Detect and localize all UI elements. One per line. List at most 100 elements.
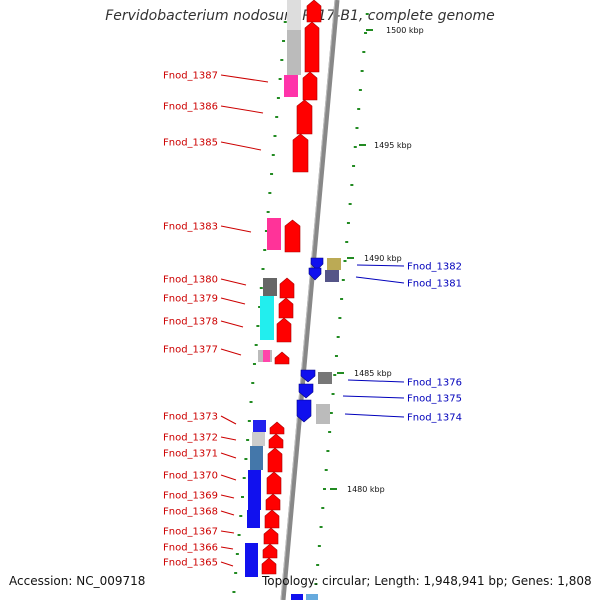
label-leader — [347, 379, 405, 383]
genome-backbone-highlight — [280, 0, 336, 600]
feature-box — [287, 30, 301, 75]
feature-box — [306, 594, 318, 600]
gene-arrow-forward — [269, 421, 285, 435]
label-leader — [220, 105, 264, 114]
label-leader — [220, 436, 237, 441]
gene-arrow-forward — [266, 471, 282, 495]
gene-label-fnod-1386[interactable]: Fnod_1386 — [163, 102, 218, 113]
gene-label-fnod-1366[interactable]: Fnod_1366 — [163, 543, 218, 554]
gene-arrows — [261, 0, 324, 575]
label-leader — [220, 278, 247, 286]
gene-label-fnod-1385[interactable]: Fnod_1385 — [163, 138, 218, 149]
gene-arrow-forward — [276, 317, 292, 343]
label-leader — [220, 320, 244, 328]
kbp-label: 1500 kbp — [386, 26, 424, 35]
label-leader — [355, 276, 405, 284]
feature-box — [260, 296, 274, 340]
gene-labels: Fnod_1387 Fnod_1386 Fnod_1385 Fnod_1383 Fnod… — [163, 71, 462, 569]
gene-arrow-forward — [279, 277, 295, 299]
gene-arrow-forward — [267, 447, 283, 473]
label-leader — [220, 510, 235, 516]
label-leader — [356, 264, 405, 267]
gene-arrow-reverse — [296, 399, 312, 423]
feature-box — [327, 258, 341, 270]
label-leader — [342, 395, 405, 399]
label-leader — [220, 74, 269, 83]
label-leaders — [220, 74, 405, 567]
gene-arrow-forward — [284, 219, 301, 253]
feature-box — [316, 404, 330, 424]
feature-box — [252, 432, 265, 446]
gene-label-fnod-1375[interactable]: Fnod_1375 — [407, 394, 462, 405]
gene-label-fnod-1365[interactable]: Fnod_1365 — [163, 558, 218, 569]
gene-arrow-forward — [296, 99, 313, 135]
gene-label-fnod-1383[interactable]: Fnod_1383 — [163, 222, 218, 233]
gene-label-fnod-1379[interactable]: Fnod_1379 — [163, 294, 218, 305]
feature-box — [263, 350, 270, 362]
gene-arrow-forward — [302, 71, 318, 101]
label-leader — [220, 348, 242, 356]
gene-arrow-forward — [304, 21, 320, 73]
label-leader — [220, 452, 237, 459]
label-leader — [220, 561, 234, 567]
feature-box — [318, 372, 332, 384]
gene-label-fnod-1376[interactable]: Fnod_1376 — [407, 378, 462, 389]
gene-arrow-forward — [268, 433, 284, 449]
gene-arrow-reverse — [300, 369, 316, 383]
feature-box — [287, 0, 301, 30]
gene-arrow-forward — [264, 509, 280, 529]
label-leader — [220, 546, 234, 550]
gene-label-fnod-1368[interactable]: Fnod_1368 — [163, 507, 218, 518]
kbp-label: 1490 kbp — [364, 254, 402, 263]
gene-arrow-forward — [274, 351, 290, 365]
label-leader — [220, 297, 246, 305]
feature-box — [284, 75, 298, 97]
gene-label-fnod-1378[interactable]: Fnod_1378 — [163, 317, 218, 328]
label-leader — [344, 413, 405, 418]
feature-box — [248, 470, 261, 492]
feature-box — [253, 420, 266, 432]
gene-label-fnod-1369[interactable]: Fnod_1369 — [163, 491, 218, 502]
kbp-scale: 1500 kbp 1495 kbp 1490 kbp 1485 kbp 1480 kbp — [330, 26, 424, 494]
gene-label-fnod-1382[interactable]: Fnod_1382 — [407, 262, 462, 273]
feature-box — [291, 594, 303, 600]
gc-skew-track — [232, 13, 369, 593]
gene-label-fnod-1367[interactable]: Fnod_1367 — [163, 527, 218, 538]
gene-arrow-reverse — [298, 383, 314, 399]
gene-label-fnod-1371[interactable]: Fnod_1371 — [163, 449, 218, 460]
feature-box — [263, 278, 277, 296]
label-leader — [220, 225, 252, 233]
gene-arrow-forward — [306, 0, 322, 23]
gene-arrow-forward — [263, 527, 279, 545]
feature-track — [245, 0, 341, 600]
kbp-label: 1485 kbp — [354, 369, 392, 378]
gene-label-fnod-1373[interactable]: Fnod_1373 — [163, 412, 218, 423]
gene-label-fnod-1380[interactable]: Fnod_1380 — [163, 275, 218, 286]
feature-box — [248, 492, 261, 510]
kbp-label: 1495 kbp — [374, 141, 412, 150]
gene-arrow-forward — [262, 543, 278, 559]
gene-label-fnod-1381[interactable]: Fnod_1381 — [407, 279, 462, 290]
gene-arrow-forward — [292, 133, 309, 173]
gene-arrow-reverse — [310, 257, 324, 271]
feature-box — [247, 510, 260, 528]
genome-summary: Topology: circular; Length: 1,948,941 bp… — [262, 574, 592, 588]
gene-arrow-forward — [265, 493, 281, 511]
gene-label-fnod-1374[interactable]: Fnod_1374 — [407, 413, 462, 424]
feature-box — [250, 446, 263, 470]
label-leader — [220, 474, 237, 481]
label-leader — [220, 141, 262, 151]
label-leader — [220, 415, 237, 425]
gene-arrow-forward — [261, 557, 277, 575]
gene-label-fnod-1377[interactable]: Fnod_1377 — [163, 345, 218, 356]
label-leader — [220, 530, 235, 534]
feature-box — [325, 270, 339, 282]
gene-label-fnod-1370[interactable]: Fnod_1370 — [163, 471, 218, 482]
gene-arrow-reverse — [308, 267, 322, 281]
kbp-label: 1480 kbp — [347, 485, 385, 494]
gene-label-fnod-1372[interactable]: Fnod_1372 — [163, 433, 218, 444]
genome-backbone — [280, 0, 340, 600]
gene-label-fnod-1387[interactable]: Fnod_1387 — [163, 71, 218, 82]
accession-label: Accession: NC_009718 — [9, 574, 146, 588]
